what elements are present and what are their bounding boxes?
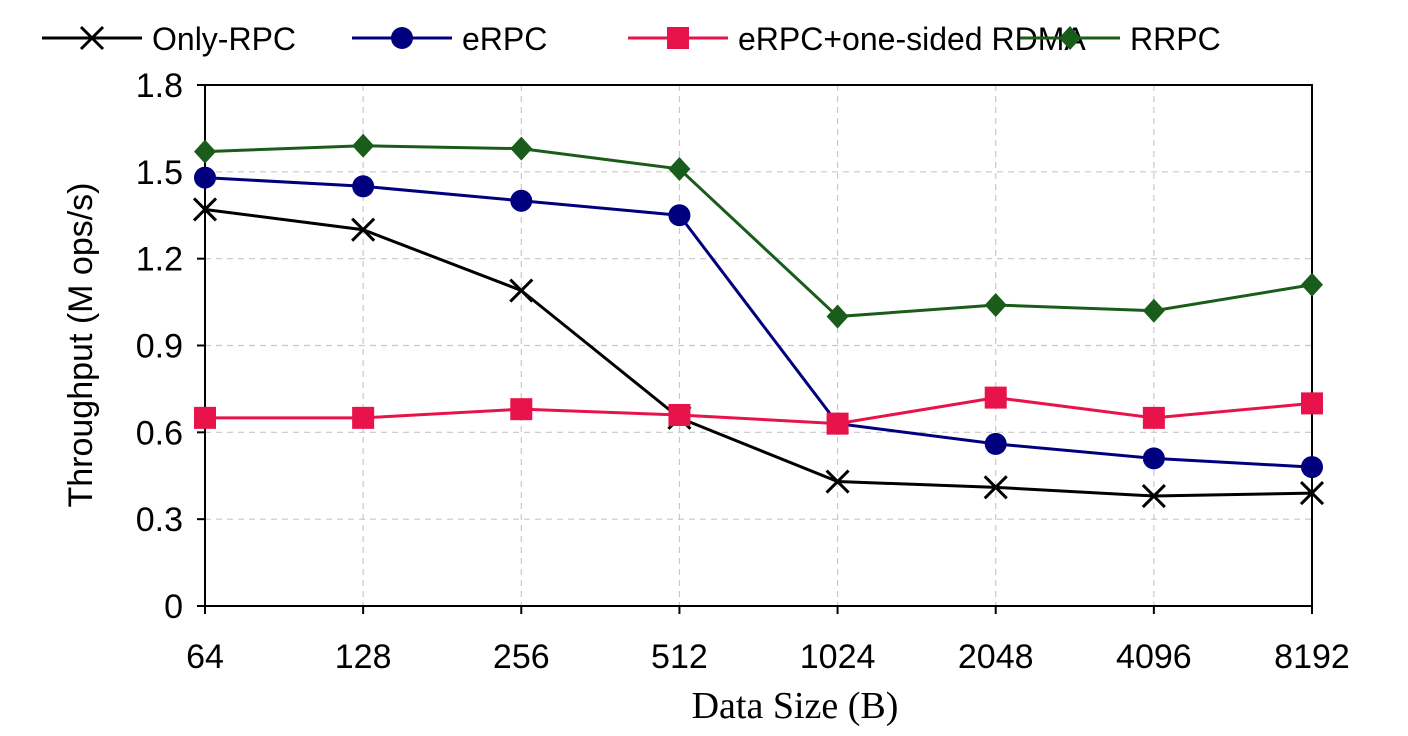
data-point xyxy=(194,406,216,429)
data-point xyxy=(194,139,216,164)
x-tick-label: 8192 xyxy=(1274,638,1350,676)
legend-label: RRPC xyxy=(1130,21,1221,57)
y-tick-label: 1.5 xyxy=(136,154,183,192)
legend-marker xyxy=(667,27,689,49)
legend-item: RRPC xyxy=(1020,21,1221,57)
data-point xyxy=(352,175,375,198)
y-axis-label: Throughput (M ops/s) xyxy=(62,182,100,507)
x-axis: 64 128 256 512 1024 2048 4096 8192 xyxy=(186,606,1350,676)
series-line xyxy=(205,396,1313,426)
data-point xyxy=(510,136,533,161)
data-point xyxy=(984,292,1007,317)
grid xyxy=(205,85,1312,606)
data-point xyxy=(1142,447,1165,470)
data-point xyxy=(352,406,375,429)
y-tick-label: 0 xyxy=(164,588,183,626)
data-point xyxy=(192,197,218,222)
data-point xyxy=(194,166,216,189)
x-tick-label: 4096 xyxy=(1116,638,1192,676)
legend: Only-RPC eRPC eRPC+one-sided RDMA RRPC xyxy=(42,21,1221,57)
y-tick-label: 1.8 xyxy=(136,67,183,105)
x-tick-label: 512 xyxy=(651,638,708,676)
legend-marker xyxy=(1059,26,1081,50)
data-point xyxy=(984,432,1007,455)
data-point xyxy=(510,398,533,421)
x-tick-label: 2048 xyxy=(958,638,1034,676)
x-tick-label: 64 xyxy=(186,638,224,676)
series-erpc-one-sided-rdma xyxy=(194,386,1323,435)
legend-label: Only-RPC xyxy=(152,21,296,57)
series-erpc xyxy=(194,166,1323,479)
series-layer xyxy=(192,133,1325,509)
data-point xyxy=(1141,483,1166,509)
y-tick-label: 1.2 xyxy=(136,241,183,279)
series-rrpc xyxy=(194,133,1323,329)
y-tick-label: 0.9 xyxy=(136,328,183,366)
series-line xyxy=(204,207,1313,498)
series-line xyxy=(204,176,1313,469)
legend-marker xyxy=(79,25,105,51)
data-point xyxy=(1142,406,1165,429)
legend-item: eRPC xyxy=(352,21,547,57)
data-point xyxy=(1142,298,1165,323)
data-point xyxy=(668,403,691,426)
data-point xyxy=(825,469,850,494)
data-point xyxy=(510,189,533,212)
data-point xyxy=(826,304,849,329)
x-tick-label: 1024 xyxy=(800,638,876,676)
x-axis-label: Data Size (B) xyxy=(692,685,899,727)
data-point xyxy=(668,204,691,227)
y-tick-label: 0.6 xyxy=(136,414,183,452)
legend-label: eRPC xyxy=(462,21,547,57)
data-point xyxy=(1301,392,1323,415)
data-point xyxy=(509,278,534,303)
data-point xyxy=(1299,481,1325,506)
legend-item: eRPC+one-sided RDMA xyxy=(628,21,1086,57)
data-point xyxy=(1301,272,1323,297)
legend-marker xyxy=(391,27,413,49)
data-point xyxy=(668,156,691,181)
data-point xyxy=(983,475,1008,500)
data-point xyxy=(1301,456,1323,479)
x-tick-label: 256 xyxy=(493,638,550,676)
data-point xyxy=(984,386,1007,409)
y-axis: 0 0.3 0.6 0.9 1.2 1.5 1.8 xyxy=(136,67,205,626)
y-tick-label: 0.3 xyxy=(136,501,183,539)
data-point xyxy=(826,412,849,435)
data-point xyxy=(352,133,375,158)
legend-item: Only-RPC xyxy=(42,21,296,57)
series-line xyxy=(204,144,1313,319)
x-tick-label: 128 xyxy=(335,638,392,676)
data-point xyxy=(351,217,376,242)
